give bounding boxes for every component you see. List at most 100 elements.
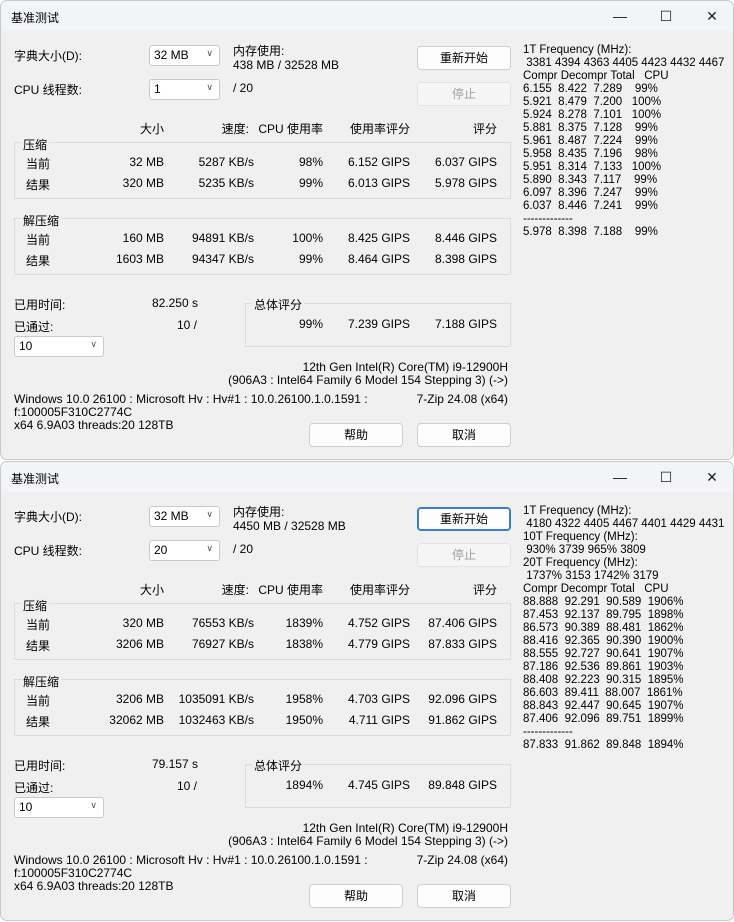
maximize-icon[interactable]: ☐ [659, 468, 673, 485]
dict-size-value: 32 MB [154, 509, 189, 523]
os-info: Windows 10.0 26100 : Microsoft Hv : Hv#1… [14, 853, 368, 867]
decompress-speed: 94347 KB/s [191, 252, 254, 266]
total-rating-label: 总体评分 [252, 296, 305, 313]
log-line: 88.416 92.365 90.390 1900% [523, 635, 684, 647]
log-line: 87.406 92.096 89.751 1899% [523, 713, 684, 725]
threads-value: 20 [154, 543, 168, 557]
header-cpu-usage: CPU 使用率 [258, 122, 323, 136]
log-line: 87.186 92.536 89.861 1903% [523, 661, 684, 673]
chevron-down-icon: ∨ [206, 82, 213, 92]
log-line: Compr Decompr Total CPU [523, 583, 669, 595]
decompress-cpu: 100% [292, 231, 323, 245]
elapsed-label: 已用时间: [14, 759, 66, 773]
elapsed-value: 79.157 s [151, 757, 198, 771]
cpu-name: 12th Gen Intel(R) Core(TM) i9-12900H [302, 821, 508, 835]
cpu-detail: (906A3 : Intel64 Family 6 Model 154 Step… [228, 834, 508, 848]
decompress-group-label: 解压缩 [21, 673, 62, 690]
compress-row-label: 结果 [26, 178, 51, 192]
compress-rating: 4.779 GIPS [347, 637, 410, 651]
cpu-detail: (906A3 : Intel64 Family 6 Model 154 Step… [228, 373, 508, 387]
passed-value: 10 / [176, 779, 197, 793]
decompress-cpu: 99% [298, 252, 323, 266]
total-rating: 4.745 GIPS [347, 778, 410, 792]
compress-speed: 76927 KB/s [191, 637, 254, 651]
compress-rating: 4.752 GIPS [347, 616, 410, 630]
log-line: 86.603 89.411 88.007 1861% [523, 687, 683, 699]
decompress-size: 160 MB [122, 231, 164, 245]
log-line: Compr Decompr Total CPU [523, 70, 669, 82]
threads-select[interactable]: 20 ∨ [149, 540, 220, 561]
restart-button[interactable]: 重新开始 [417, 507, 511, 531]
help-button[interactable]: 帮助 [309, 884, 403, 908]
close-icon[interactable]: ✕ [706, 468, 718, 485]
decompress-row-label: 结果 [26, 715, 51, 729]
compress-group [14, 603, 511, 660]
passes-select[interactable]: 10 ∨ [14, 336, 104, 357]
passed-label: 已通过: [14, 320, 54, 334]
decompress-size: 32062 MB [109, 713, 164, 727]
compress-size: 320 MB [122, 176, 164, 190]
minimize-icon[interactable]: — [613, 8, 627, 24]
decompress-score: 91.862 GIPS [428, 713, 497, 727]
help-button[interactable]: 帮助 [309, 423, 403, 447]
compress-score: 87.406 GIPS [428, 616, 497, 630]
log-line: 88.843 92.447 90.645 1907% [523, 700, 684, 712]
log-line: 930% 3739 965% 3809 [523, 544, 646, 556]
total-score: 7.188 GIPS [434, 317, 497, 331]
log-line: 5.978 8.398 7.188 99% [523, 226, 658, 238]
maximize-icon[interactable]: ☐ [659, 7, 673, 24]
log-line: 5.951 8.314 7.133 100% [523, 161, 662, 173]
header-score: 评分 [472, 122, 497, 136]
chevron-down-icon: ∨ [90, 800, 97, 810]
elapsed-label: 已用时间: [14, 298, 66, 312]
compress-score: 6.037 GIPS [434, 155, 497, 169]
os-info: Windows 10.0 26100 : Microsoft Hv : Hv#1… [14, 392, 368, 406]
compress-speed: 76553 KB/s [191, 616, 254, 630]
log-line: 6.155 8.422 7.289 99% [523, 83, 658, 95]
cpu-name: 12th Gen Intel(R) Core(TM) i9-12900H [302, 360, 508, 374]
decompress-group-label: 解压缩 [21, 212, 62, 229]
restart-button[interactable]: 重新开始 [417, 46, 511, 70]
compress-size: 3206 MB [115, 637, 164, 651]
chevron-down-icon: ∨ [206, 48, 213, 58]
f-info: f:100005F310C2774C [14, 866, 133, 880]
threads-select[interactable]: 1 ∨ [149, 79, 220, 100]
dict-size-select[interactable]: 32 MB ∨ [149, 506, 220, 527]
decompress-group [14, 218, 511, 275]
version-info: 7-Zip 24.08 (x64) [416, 853, 508, 867]
chevron-down-icon: ∨ [90, 339, 97, 349]
total-cpu: 1894% [285, 778, 323, 792]
compress-rating: 6.152 GIPS [347, 155, 410, 169]
stop-button[interactable]: 停止 [417, 543, 511, 567]
compress-row-label: 结果 [26, 639, 51, 653]
stop-button[interactable]: 停止 [417, 82, 511, 106]
chevron-down-icon: ∨ [206, 543, 213, 553]
compress-cpu: 99% [298, 176, 323, 190]
decompress-speed: 94891 KB/s [191, 231, 254, 245]
compress-group [14, 142, 511, 199]
cancel-button[interactable]: 取消 [417, 884, 511, 908]
close-icon[interactable]: ✕ [706, 7, 718, 24]
dict-size-select[interactable]: 32 MB ∨ [149, 45, 220, 66]
log-line: 5.890 8.343 7.117 99% [523, 174, 658, 186]
header-rating: 使用率评分 [349, 122, 410, 136]
log-line: 87.833 91.862 89.848 1894% [523, 739, 684, 751]
decompress-rating: 4.711 GIPS [348, 713, 410, 727]
compress-group-label: 压缩 [21, 136, 50, 153]
log-line: 3381 4394 4363 4405 4423 4432 4467 [523, 57, 725, 69]
cancel-button[interactable]: 取消 [417, 423, 511, 447]
minimize-icon[interactable]: — [613, 469, 627, 485]
passes-select[interactable]: 10 ∨ [14, 797, 104, 818]
title-bar: 基准测试 — ☐ ✕ [1, 462, 733, 492]
window-title: 基准测试 [11, 472, 60, 486]
decompress-row-label: 当前 [26, 233, 51, 247]
arch-info: x64 6.9A03 threads:20 128TB [14, 418, 174, 432]
results-log: 1T Frequency (MHz): 3381 4394 4363 4405 … [523, 44, 728, 239]
decompress-score: 8.446 GIPS [434, 231, 497, 245]
decompress-row-label: 当前 [26, 694, 51, 708]
dict-size-label: 字典大小(D): [14, 49, 82, 63]
log-line: 5.921 8.479 7.200 100% [523, 96, 662, 108]
passed-value: 10 / [176, 318, 197, 332]
decompress-row-label: 结果 [26, 254, 51, 268]
header-speed: 速度: [221, 583, 249, 597]
